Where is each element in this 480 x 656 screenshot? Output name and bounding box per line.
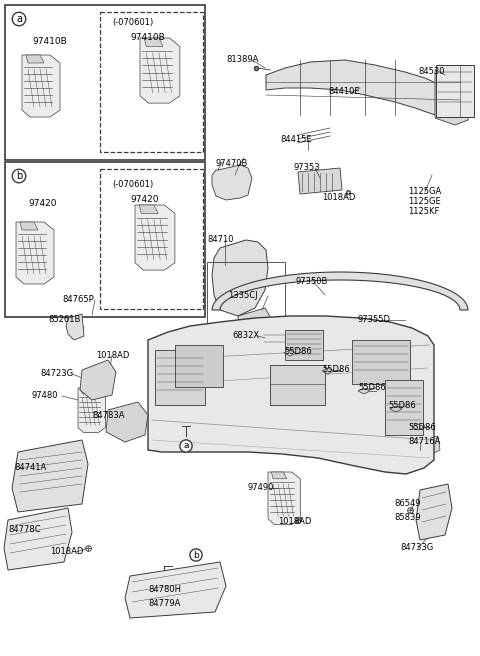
Polygon shape — [12, 440, 88, 512]
Text: 1125GA: 1125GA — [408, 188, 441, 197]
Bar — [270, 365, 325, 405]
Polygon shape — [20, 222, 38, 230]
Text: 97355D: 97355D — [358, 316, 391, 325]
Text: 84410E: 84410E — [328, 87, 360, 96]
Polygon shape — [22, 55, 60, 117]
Text: 84716A: 84716A — [408, 438, 440, 447]
Polygon shape — [26, 55, 44, 63]
Bar — [100, 169, 203, 309]
Text: 84783A: 84783A — [92, 411, 124, 419]
Text: 84530: 84530 — [418, 68, 444, 77]
Text: 55D86: 55D86 — [284, 348, 312, 356]
Text: a: a — [16, 14, 22, 24]
Polygon shape — [271, 472, 287, 479]
Text: 86549: 86549 — [394, 499, 420, 508]
Text: 97410B: 97410B — [130, 33, 165, 43]
Text: 97353: 97353 — [293, 163, 320, 173]
Text: 97420: 97420 — [28, 199, 57, 209]
Polygon shape — [144, 38, 163, 47]
Text: 1018AD: 1018AD — [50, 548, 84, 556]
Text: a: a — [183, 441, 189, 451]
Bar — [262, 330, 294, 350]
Polygon shape — [135, 205, 175, 270]
Text: 97350B: 97350B — [296, 277, 328, 287]
Text: 55D86: 55D86 — [322, 365, 350, 375]
Text: 84723G: 84723G — [40, 369, 73, 379]
Polygon shape — [106, 402, 148, 442]
Text: b: b — [16, 171, 22, 181]
Text: 55D86: 55D86 — [388, 401, 416, 411]
Bar — [436, 65, 474, 117]
Polygon shape — [412, 424, 424, 430]
Text: 1018AD: 1018AD — [96, 350, 130, 359]
Text: (-070601): (-070601) — [112, 18, 153, 26]
Polygon shape — [4, 508, 72, 570]
Bar — [285, 330, 323, 360]
Polygon shape — [390, 406, 402, 412]
Polygon shape — [435, 68, 472, 125]
Polygon shape — [140, 38, 180, 103]
Text: 84415E: 84415E — [280, 136, 312, 144]
Bar — [352, 340, 410, 384]
Text: 85839: 85839 — [394, 512, 420, 522]
Polygon shape — [298, 168, 342, 194]
Polygon shape — [81, 388, 94, 394]
Text: 1125GE: 1125GE — [408, 197, 441, 207]
Polygon shape — [212, 165, 252, 200]
Text: 55D86: 55D86 — [358, 384, 386, 392]
Text: 84765P: 84765P — [62, 295, 94, 304]
Polygon shape — [80, 360, 116, 400]
Polygon shape — [125, 562, 226, 618]
Polygon shape — [268, 472, 300, 525]
Text: 81389A: 81389A — [226, 56, 258, 64]
Text: 97480: 97480 — [32, 392, 59, 401]
Text: 84710: 84710 — [207, 236, 233, 245]
Text: 84778C: 84778C — [8, 525, 41, 535]
Bar — [5, 162, 205, 317]
Text: 6832X: 6832X — [232, 331, 259, 340]
Text: 84733G: 84733G — [400, 544, 433, 552]
Polygon shape — [322, 368, 334, 374]
Polygon shape — [148, 316, 434, 474]
Text: 55D86: 55D86 — [408, 424, 436, 432]
Bar — [155, 350, 205, 405]
Polygon shape — [238, 308, 272, 348]
Polygon shape — [212, 240, 268, 316]
Bar — [207, 262, 285, 330]
Text: 97410B: 97410B — [32, 37, 67, 47]
Polygon shape — [416, 484, 452, 540]
Polygon shape — [66, 314, 84, 340]
Polygon shape — [16, 222, 54, 284]
Polygon shape — [358, 388, 370, 394]
Bar — [100, 12, 203, 152]
Text: 97420: 97420 — [130, 195, 158, 205]
Text: 85261B: 85261B — [48, 316, 80, 325]
Bar — [5, 5, 205, 160]
Polygon shape — [78, 388, 106, 433]
Text: 84779A: 84779A — [148, 598, 180, 607]
Text: 84741A: 84741A — [14, 464, 46, 472]
Polygon shape — [266, 60, 460, 118]
Bar — [385, 380, 423, 435]
Text: 97470B: 97470B — [216, 159, 248, 167]
Text: 1018AD: 1018AD — [278, 518, 312, 527]
Polygon shape — [212, 272, 468, 310]
Bar — [175, 345, 223, 387]
Text: b: b — [193, 550, 199, 560]
Text: 1018AD: 1018AD — [322, 194, 355, 203]
Polygon shape — [284, 350, 296, 356]
Text: (-070601): (-070601) — [112, 180, 153, 188]
Polygon shape — [420, 436, 440, 455]
Text: 1335CJ: 1335CJ — [228, 291, 258, 300]
Text: 1125KF: 1125KF — [408, 207, 439, 216]
Polygon shape — [139, 205, 158, 213]
Text: 84780H: 84780H — [148, 586, 181, 594]
Text: 97490: 97490 — [248, 483, 275, 493]
